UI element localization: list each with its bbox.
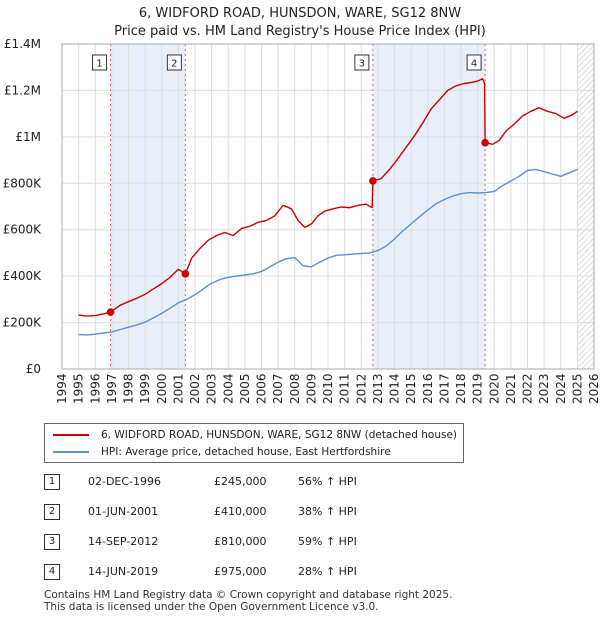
sale-number-label: 3 bbox=[359, 59, 365, 70]
sale-number-label: 1 bbox=[96, 59, 102, 70]
x-tick-label: 1996 bbox=[88, 373, 102, 404]
hpi-line bbox=[78, 168, 578, 336]
y-tick-label: £1M bbox=[15, 130, 41, 144]
x-tick-label: 2002 bbox=[188, 373, 202, 404]
sale-number-badge: 3 bbox=[44, 534, 60, 550]
y-tick-label: £1.2M bbox=[4, 83, 41, 97]
sale-hpi-change: 56% ↑ HPI bbox=[298, 475, 357, 488]
x-tick-label: 2003 bbox=[205, 373, 219, 404]
sale-price: £810,000 bbox=[214, 535, 267, 548]
shaded-period bbox=[110, 44, 186, 369]
x-tick-label: 1999 bbox=[138, 373, 152, 404]
price-chart: 6, WIDFORD ROAD, HUNSDON, WARE, SG12 8NW… bbox=[3, 6, 600, 404]
footer-attribution: Contains HM Land Registry data © Crown c… bbox=[44, 589, 452, 613]
x-tick-label: 2019 bbox=[471, 373, 485, 404]
x-tick-label: 2022 bbox=[521, 373, 535, 404]
y-tick-label: £400K bbox=[3, 269, 43, 283]
x-tick-label: 2016 bbox=[421, 373, 435, 404]
x-tick-label: 2007 bbox=[271, 373, 285, 404]
x-tick-label: 2008 bbox=[288, 373, 302, 404]
x-tick-label: 2001 bbox=[171, 373, 185, 404]
sale-date: 14-SEP-2012 bbox=[88, 535, 159, 548]
sale-price: £975,000 bbox=[214, 565, 267, 578]
legend: 6, WIDFORD ROAD, HUNSDON, WARE, SG12 8NW… bbox=[44, 423, 464, 463]
property-price-line bbox=[78, 78, 578, 317]
sale-number-box bbox=[166, 54, 182, 71]
x-tick-label: 2017 bbox=[437, 373, 451, 404]
sale-number-box bbox=[354, 54, 370, 71]
x-tick-label: 2015 bbox=[404, 373, 418, 404]
legend-item-property: 6, WIDFORD ROAD, HUNSDON, WARE, SG12 8NW… bbox=[53, 427, 457, 443]
plot-border bbox=[61, 43, 595, 370]
sale-hpi-change: 59% ↑ HPI bbox=[298, 535, 357, 548]
x-tick-label: 2005 bbox=[238, 373, 252, 404]
x-tick-label: 2006 bbox=[255, 373, 269, 404]
x-tick-label: 2014 bbox=[388, 373, 402, 404]
x-tick-label: 1994 bbox=[55, 373, 69, 404]
sale-point bbox=[481, 138, 489, 147]
sale-date: 02-DEC-1996 bbox=[88, 475, 162, 488]
sale-price: £410,000 bbox=[214, 505, 267, 518]
sale-point bbox=[106, 308, 115, 316]
x-tick-label: 2021 bbox=[504, 373, 518, 404]
x-tick-label: 2010 bbox=[321, 373, 335, 404]
y-tick-label: £0 bbox=[26, 362, 41, 376]
x-tick-label: 2000 bbox=[155, 373, 169, 404]
sale-row: 2 01-JUN-2001 £410,000 38% ↑ HPI bbox=[0, 498, 600, 528]
sale-number-box bbox=[92, 54, 108, 71]
x-tick-label: 2026 bbox=[587, 373, 600, 404]
x-tick-label: 2018 bbox=[454, 373, 468, 404]
x-tick-label: 2023 bbox=[537, 373, 551, 404]
y-tick-label: £200K bbox=[3, 316, 43, 330]
sale-date: 14-JUN-2019 bbox=[88, 565, 159, 578]
x-tick-label: 2012 bbox=[354, 373, 368, 404]
sale-row: 3 14-SEP-2012 £810,000 59% ↑ HPI bbox=[0, 528, 600, 558]
x-tick-label: 2024 bbox=[554, 373, 568, 404]
sale-row: 4 14-JUN-2019 £975,000 28% ↑ HPI bbox=[0, 558, 600, 588]
sale-number-label: 4 bbox=[471, 59, 477, 70]
footer-line-2: This data is licensed under the Open Gov… bbox=[44, 601, 379, 613]
x-tick-label: 2004 bbox=[221, 373, 235, 404]
sale-hpi-change: 38% ↑ HPI bbox=[298, 505, 357, 518]
shaded-period bbox=[372, 44, 486, 369]
x-tick-label: 2013 bbox=[371, 373, 385, 404]
chart-subtitle: Price paid vs. HM Land Registry's House … bbox=[114, 24, 486, 39]
x-tick-label: 2025 bbox=[570, 373, 584, 404]
x-tick-label: 1998 bbox=[122, 373, 136, 404]
sale-row: 1 02-DEC-1996 £245,000 56% ↑ HPI bbox=[0, 468, 600, 498]
sale-number-badge: 4 bbox=[44, 564, 60, 580]
y-tick-label: £1.4M bbox=[4, 37, 41, 51]
sale-number-box bbox=[466, 54, 482, 71]
sale-hpi-change: 28% ↑ HPI bbox=[298, 565, 357, 578]
y-tick-label: £600K bbox=[3, 223, 43, 237]
sale-number-label: 2 bbox=[171, 59, 177, 70]
future-hatch bbox=[577, 44, 594, 369]
sale-date: 01-JUN-2001 bbox=[88, 505, 159, 518]
footer-line-1: Contains HM Land Registry data © Crown c… bbox=[44, 589, 453, 601]
sale-number-badge: 1 bbox=[44, 474, 60, 490]
x-tick-label: 2020 bbox=[487, 373, 501, 404]
chart-title: 6, WIDFORD ROAD, HUNSDON, WARE, SG12 8NW bbox=[139, 6, 461, 21]
legend-swatch-hpi bbox=[53, 451, 89, 453]
y-tick-label: £800K bbox=[3, 176, 43, 190]
x-tick-label: 2011 bbox=[338, 373, 352, 404]
sale-price: £245,000 bbox=[214, 475, 267, 488]
legend-swatch-property bbox=[53, 434, 89, 436]
x-tick-label: 1995 bbox=[72, 373, 86, 404]
legend-label-property: 6, WIDFORD ROAD, HUNSDON, WARE, SG12 8NW… bbox=[101, 429, 458, 441]
sale-number-badge: 2 bbox=[44, 504, 60, 520]
x-tick-label: 2009 bbox=[304, 373, 318, 404]
sale-point bbox=[369, 177, 377, 185]
legend-label-hpi: HPI: Average price, detached house, East… bbox=[101, 446, 391, 458]
sale-point bbox=[181, 270, 190, 278]
legend-item-hpi: HPI: Average price, detached house, East… bbox=[53, 444, 391, 460]
x-tick-label: 1997 bbox=[105, 373, 119, 404]
